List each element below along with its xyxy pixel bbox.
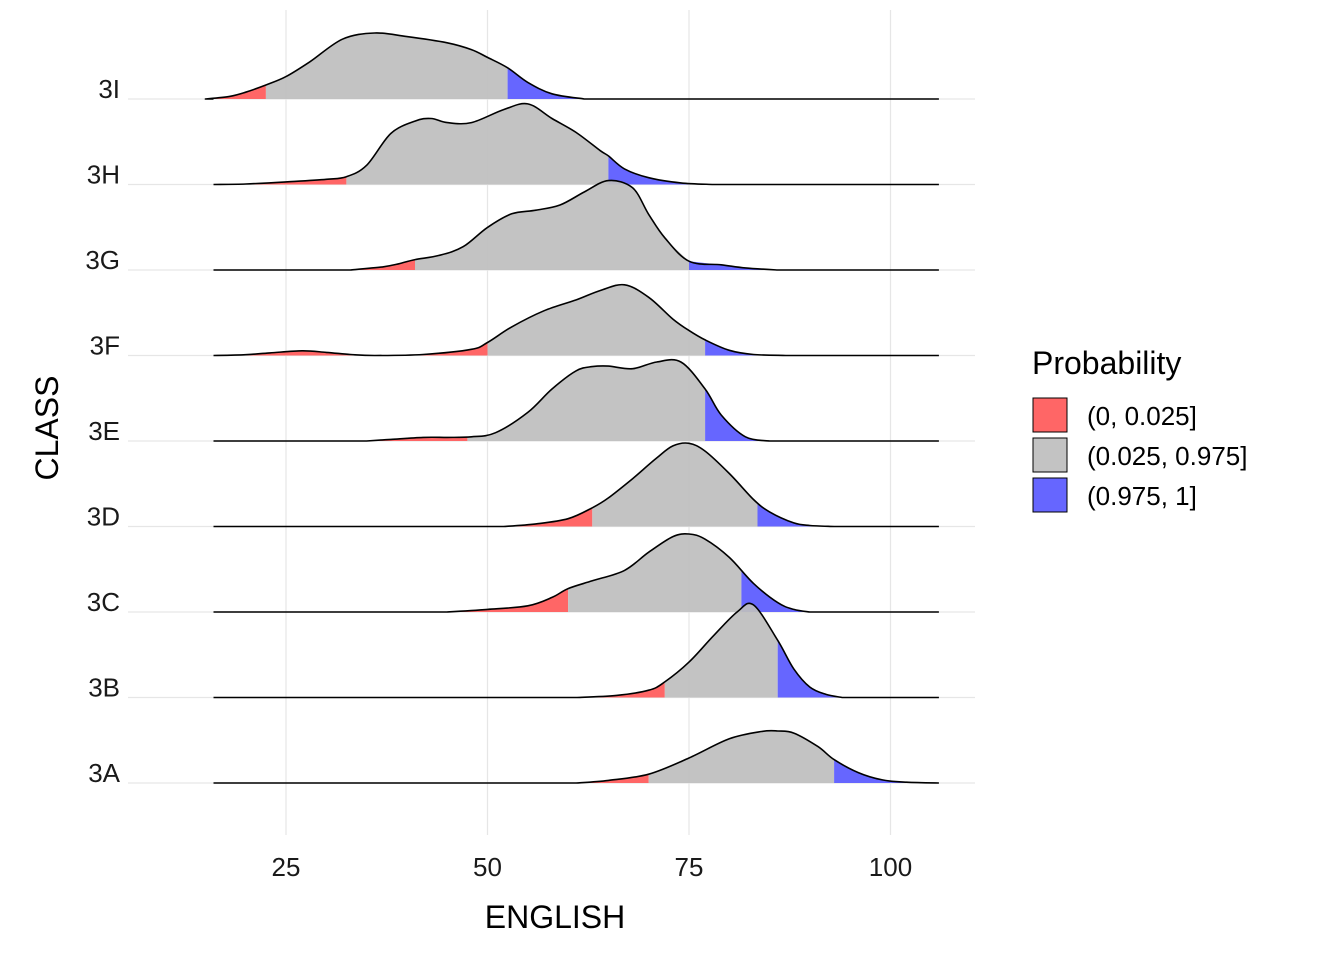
ridge-3C-upper-tail <box>741 570 810 612</box>
x-axis-title: ENGLISH <box>485 899 625 935</box>
ridge-3D-lower-tail <box>503 507 593 527</box>
legend: Probability (0, 0.025] (0.025, 0.975] (0.9… <box>1032 345 1247 513</box>
ridge-3I-lower-tail <box>205 85 266 99</box>
y-tick-label-3G: 3G <box>85 245 120 275</box>
ridge-3F-outline <box>213 283 939 357</box>
ridge-series <box>204 32 939 784</box>
y-axis-title: CLASS <box>29 376 65 481</box>
ridge-3B-outline <box>213 602 939 699</box>
x-tick-label-25: 25 <box>272 852 301 882</box>
ridge-3F-middle <box>487 284 706 356</box>
x-tick-labels: 25 50 75 100 <box>272 852 913 882</box>
ridge-3C-middle <box>568 533 742 612</box>
ridge-3D-upper-tail <box>757 502 835 527</box>
legend-title: Probability <box>1032 345 1181 381</box>
ridge-3F-upper-tail <box>705 339 786 356</box>
ridge-3C <box>213 533 939 613</box>
ridge-3D-outline <box>213 442 939 528</box>
ridge-3E-upper-tail <box>705 389 770 441</box>
ridge-3C-lower-tail <box>447 588 569 612</box>
ridge-3H <box>213 102 939 186</box>
legend-key-0 <box>1032 397 1068 433</box>
legend-key-1 <box>1032 437 1068 473</box>
ridge-3G-middle <box>415 180 689 270</box>
x-tick-label-100: 100 <box>869 852 912 882</box>
ridge-3A <box>213 729 939 784</box>
ridge-3G-lower-tail <box>350 259 415 270</box>
ridge-3G-upper-tail <box>689 261 778 270</box>
x-tick-label-75: 75 <box>675 852 704 882</box>
ridge-3G-outline <box>213 179 939 271</box>
legend-label-1: (0.025, 0.975] <box>1087 441 1247 471</box>
ridge-3F <box>213 283 939 357</box>
ridge-3A-outline <box>213 729 939 784</box>
ridge-3I-outline <box>204 32 939 100</box>
ridge-3I-upper-tail <box>507 67 585 99</box>
ridge-3B <box>213 602 939 699</box>
ridge-3G <box>213 179 939 271</box>
ridge-3D <box>213 442 939 528</box>
ridge-3C-outline <box>213 533 939 613</box>
ridge-3E-middle <box>467 359 706 441</box>
y-tick-label-3F: 3F <box>90 331 120 361</box>
ridge-3D-middle <box>592 442 758 527</box>
ridge-3A-lower-tail <box>576 774 649 783</box>
legend-label-0: (0, 0.025] <box>1087 401 1197 431</box>
ridge-3H-lower-tail <box>213 176 347 185</box>
x-tick-label-50: 50 <box>473 852 502 882</box>
ridge-3A-upper-tail <box>834 759 939 783</box>
y-tick-label-3E: 3E <box>88 416 120 446</box>
legend-label-2: (0.975, 1] <box>1087 481 1197 511</box>
ridge-3E-outline <box>213 358 939 442</box>
y-tick-label-3H: 3H <box>87 160 120 190</box>
y-tick-label-3B: 3B <box>88 673 120 703</box>
ridge-3H-middle <box>346 103 609 185</box>
ridge-3A-middle <box>648 730 835 783</box>
y-tick-labels: 3I 3H 3G 3F 3E 3D 3C 3B 3A <box>85 74 120 788</box>
ridge-3H-upper-tail <box>608 155 714 185</box>
ridge-3B-middle <box>664 603 778 698</box>
y-tick-label-3C: 3C <box>87 587 120 617</box>
legend-key-2 <box>1032 477 1068 513</box>
y-tick-label-3I: 3I <box>98 74 120 104</box>
ridge-3B-upper-tail <box>777 640 843 698</box>
ridge-3H-outline <box>213 102 939 186</box>
y-tick-label-3A: 3A <box>88 758 120 788</box>
y-tick-label-3D: 3D <box>87 502 120 532</box>
ridge-3I <box>204 32 939 100</box>
ridge-3E <box>213 358 939 442</box>
ridge-3B-lower-tail <box>576 681 665 698</box>
